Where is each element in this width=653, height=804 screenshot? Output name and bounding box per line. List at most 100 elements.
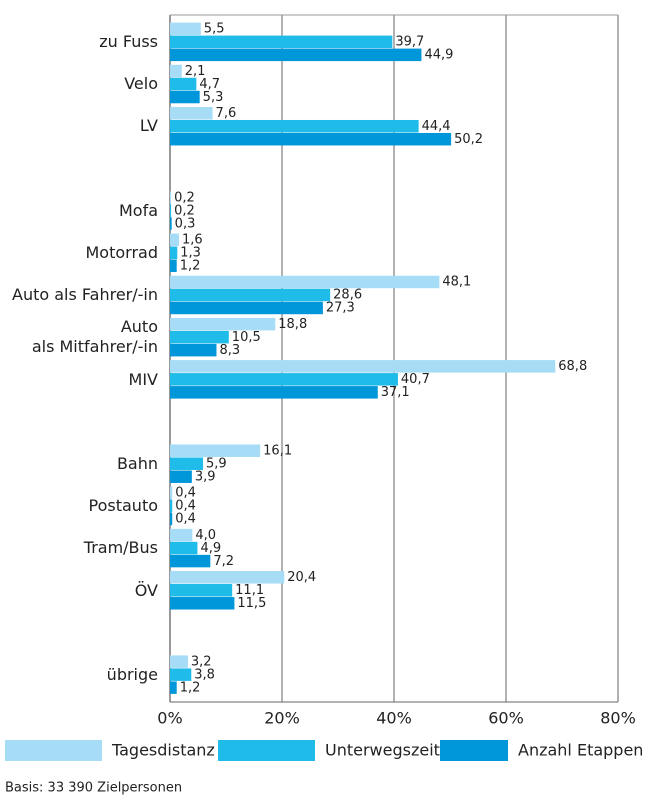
bar — [170, 668, 192, 681]
y-tick-label: MIV — [128, 369, 158, 389]
value-label: 8,3 — [219, 343, 240, 358]
bar — [170, 554, 211, 568]
value-label: 44,4 — [422, 119, 451, 134]
value-label: 10,5 — [232, 330, 261, 345]
y-tick-label: Postauto — [88, 496, 158, 516]
y-tick-label: Auto als Mitfahrer/-in — [31, 317, 158, 357]
value-label: 2,1 — [185, 64, 206, 79]
value-label: 3,2 — [191, 654, 212, 669]
bar — [170, 571, 285, 584]
value-label: 3,9 — [195, 469, 216, 484]
value-label: 39,7 — [395, 35, 424, 50]
bar — [170, 512, 173, 526]
bar — [170, 22, 201, 36]
value-label: 7,6 — [216, 106, 237, 121]
bar — [170, 204, 172, 217]
value-label: 0,2 — [174, 203, 195, 218]
value-label: 20,4 — [287, 570, 316, 585]
y-tick-label: LV — [139, 116, 158, 136]
x-tick-label: 0% — [157, 709, 182, 728]
x-tick-label: 80% — [600, 709, 636, 728]
legend-swatch — [5, 740, 102, 761]
value-label: 0,4 — [175, 512, 196, 527]
bar — [170, 457, 204, 470]
value-label: 37,1 — [381, 385, 410, 400]
bar — [170, 217, 172, 230]
y-tick-label: Auto als Fahrer/-in — [12, 285, 158, 305]
value-label: 11,1 — [235, 583, 264, 598]
value-label: 0,4 — [175, 499, 196, 514]
value-label: 18,8 — [278, 317, 307, 332]
y-tick-label: zu Fuss — [99, 32, 158, 52]
bar — [170, 444, 261, 457]
value-label: 0,3 — [175, 216, 196, 231]
value-label: 5,9 — [206, 456, 227, 471]
value-label: 50,2 — [454, 132, 483, 147]
bar — [170, 35, 393, 49]
value-label: 48,1 — [442, 275, 471, 290]
bar — [170, 119, 419, 133]
value-label: 1,6 — [182, 233, 203, 248]
value-label: 27,3 — [326, 301, 355, 316]
value-label: 5,5 — [204, 22, 225, 37]
x-tick-label: 20% — [264, 709, 300, 728]
y-tick-label: Tram/Bus — [83, 538, 158, 558]
legend-swatch — [440, 740, 508, 761]
x-tick-label: 60% — [488, 709, 524, 728]
y-tick-label: Velo — [124, 74, 158, 94]
bar — [170, 597, 235, 610]
y-tick-label: Motorrad — [85, 243, 159, 263]
legend-label: Anzahl Etappen — [518, 741, 643, 760]
legend-swatch — [218, 740, 315, 761]
bar — [170, 330, 229, 344]
legend-label: Tagesdistanz — [111, 741, 215, 760]
bar — [170, 386, 378, 399]
footnote: Basis: 33 390 Zielpersonen — [5, 781, 182, 796]
value-label: 0,4 — [175, 486, 196, 501]
value-label: 3,8 — [194, 667, 215, 682]
bar — [170, 191, 172, 204]
value-label: 4,9 — [200, 541, 221, 556]
bar — [170, 90, 200, 104]
value-label: 1,3 — [180, 246, 201, 261]
value-label: 4,0 — [195, 528, 216, 543]
bar — [170, 233, 179, 247]
bar — [170, 584, 233, 597]
value-label: 11,5 — [237, 596, 266, 611]
y-tick-label: übrige — [106, 664, 158, 684]
bar — [170, 259, 177, 273]
value-label: 1,2 — [180, 680, 201, 695]
value-label: 40,7 — [401, 372, 430, 387]
bar — [170, 317, 276, 331]
bar — [170, 486, 173, 500]
bar — [170, 77, 197, 91]
bar — [170, 106, 213, 120]
value-label: 5,3 — [203, 90, 224, 105]
bar — [170, 499, 173, 513]
legend-label: Unterwegszeit — [325, 741, 440, 760]
bar — [170, 470, 192, 483]
y-tick-label: Bahn — [116, 453, 158, 473]
value-label: 68,8 — [558, 359, 587, 374]
y-tick-label: Mofa — [118, 200, 158, 220]
x-tick-label: 40% — [376, 709, 412, 728]
value-label: 4,7 — [199, 77, 220, 92]
bar — [170, 246, 178, 260]
bar — [170, 132, 452, 146]
y-tick-label: ÖV — [134, 580, 158, 600]
bar — [170, 64, 182, 78]
bar — [170, 301, 323, 315]
bar — [170, 541, 198, 555]
bar — [170, 360, 556, 373]
value-label: 16,1 — [263, 443, 292, 458]
value-label: 7,2 — [213, 554, 234, 569]
bar — [170, 655, 188, 668]
value-label: 44,9 — [424, 48, 453, 63]
value-label: 28,6 — [333, 288, 362, 303]
value-label: 1,2 — [180, 259, 201, 274]
bar — [170, 343, 217, 357]
bar — [170, 681, 177, 694]
value-label: 0,2 — [174, 190, 195, 205]
